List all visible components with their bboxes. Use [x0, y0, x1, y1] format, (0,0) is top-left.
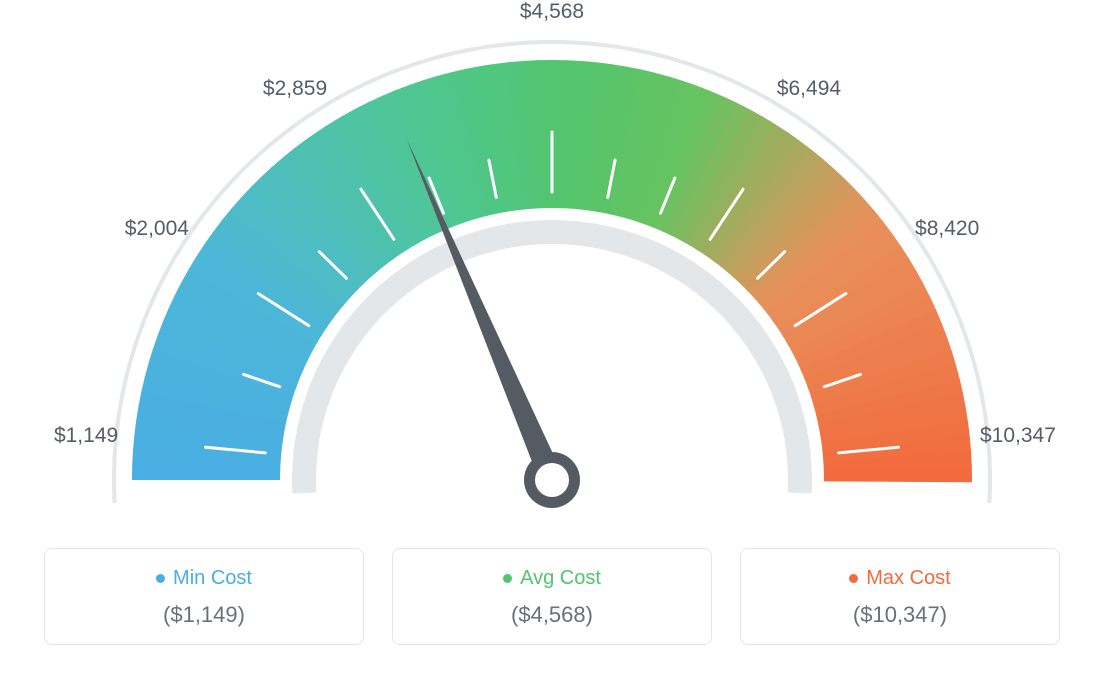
gauge-svg	[0, 0, 1104, 540]
gauge-tick-label: $6,494	[777, 77, 841, 101]
gauge-tick-label: $10,347	[980, 424, 1056, 448]
legend-card-avg: Avg Cost ($4,568)	[392, 548, 712, 645]
legend-value-min: ($1,149)	[55, 602, 353, 628]
legend-card-max: Max Cost ($10,347)	[740, 548, 1060, 645]
gauge-chart: $1,149 $2,004 $2,859 $4,568 $6,494 $8,420 $10,…	[0, 0, 1104, 540]
gauge-tick-label: $2,859	[263, 77, 327, 101]
legend-title-avg: Avg Cost	[503, 567, 601, 590]
legend-title-min: Min Cost	[156, 567, 252, 590]
gauge-tick-label: $1,149	[54, 424, 118, 448]
legend-row: Min Cost ($1,149) Avg Cost ($4,568) Max …	[0, 548, 1104, 645]
gauge-tick-label: $4,568	[520, 0, 584, 24]
legend-title-max: Max Cost	[849, 567, 950, 590]
gauge-tick-label: $8,420	[915, 217, 979, 241]
legend-label-max: Max Cost	[866, 567, 950, 590]
legend-value-max: ($10,347)	[751, 602, 1049, 628]
legend-label-avg: Avg Cost	[520, 567, 601, 590]
legend-value-avg: ($4,568)	[403, 602, 701, 628]
legend-label-min: Min Cost	[173, 567, 252, 590]
legend-card-min: Min Cost ($1,149)	[44, 548, 364, 645]
legend-dot-max	[849, 574, 858, 583]
gauge-tick-label: $2,004	[125, 217, 189, 241]
legend-dot-min	[156, 574, 165, 583]
legend-dot-avg	[503, 574, 512, 583]
